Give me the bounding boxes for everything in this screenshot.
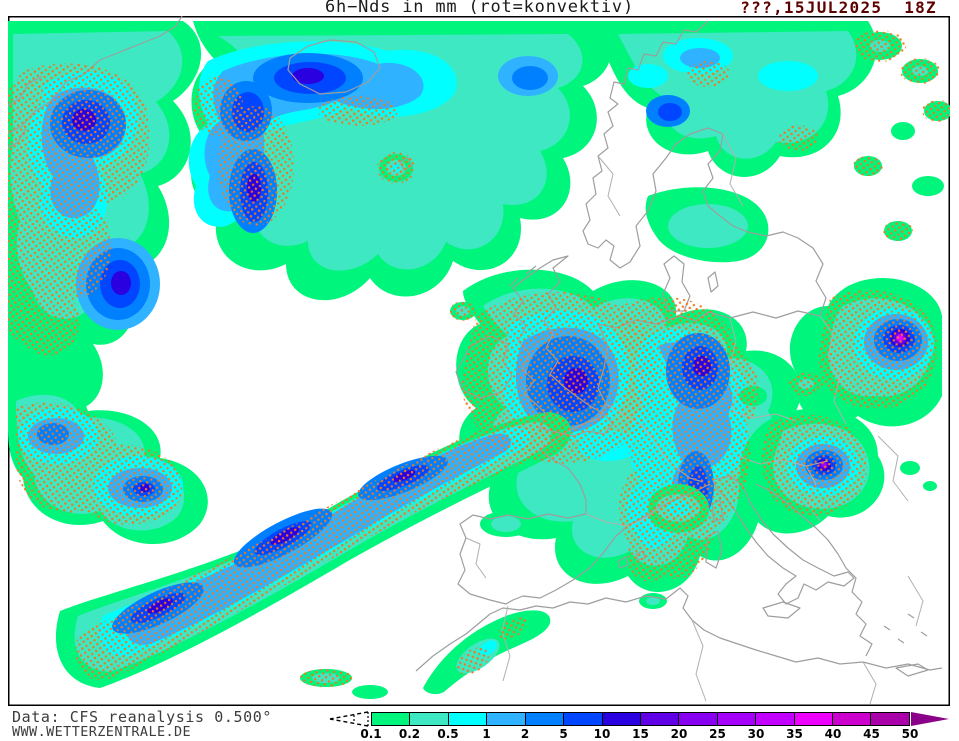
legend-segment (486, 713, 525, 725)
legend-segment (372, 713, 410, 725)
legend-tick-label: 10 (593, 727, 611, 741)
legend-underflow-funnel (329, 711, 369, 727)
legend-tick-label: 45 (863, 727, 880, 741)
legend-segment (639, 713, 679, 725)
legend-tick-label: 0.1 (360, 727, 382, 741)
legend-segment (447, 713, 487, 725)
legend-segment (524, 713, 564, 725)
page-title: 6h−Nds in mm (rot=konvektiv) (325, 0, 634, 17)
data-source-line: Data: CFS reanalysis 0.500° (12, 708, 273, 726)
legend-tick-label: 25 (709, 727, 726, 741)
legend-segment (755, 713, 794, 725)
legend-tick-label: 30 (747, 727, 765, 741)
legend-segment (716, 713, 756, 725)
legend-segment (409, 713, 448, 725)
precipitation-legend: 0.1 0.2 0.5 1 2 5 10 15 20 25 30 35 40 45 50 (0, 706, 959, 741)
legend-tick-label: 5 (559, 727, 568, 741)
legend-tick-label: 0.2 (398, 727, 421, 741)
legend-overflow-arrow (911, 712, 949, 726)
legend-tick-label: 2 (520, 727, 530, 741)
legend-segment (601, 713, 640, 725)
legend-tick-labels: 0.1 0.2 0.5 1 2 5 10 15 20 25 30 35 40 45 50 (0, 727, 959, 741)
legend-tick-label: 1 (482, 727, 491, 741)
legend-color-bar (371, 712, 910, 726)
legend-tick-label: 0.5 (437, 727, 459, 741)
website-line: WWW.WETTERZENTRALE.DE (12, 724, 192, 740)
legend-segment (832, 713, 871, 725)
convective-stipple (8, 30, 950, 687)
legend-segment (678, 713, 717, 725)
run-datetime: ???,15JUL2025 18Z (740, 0, 937, 17)
legend-tick-label: 20 (670, 727, 688, 741)
legend-tick-label: 40 (824, 727, 842, 741)
legend-segment (870, 713, 909, 725)
legend-tick-label: 15 (632, 727, 649, 741)
legend-segment (563, 713, 602, 725)
legend-tick-label: 50 (901, 727, 919, 741)
legend-segment (793, 713, 833, 725)
legend-tick-label: 35 (786, 727, 803, 741)
precipitation-map (8, 16, 950, 706)
